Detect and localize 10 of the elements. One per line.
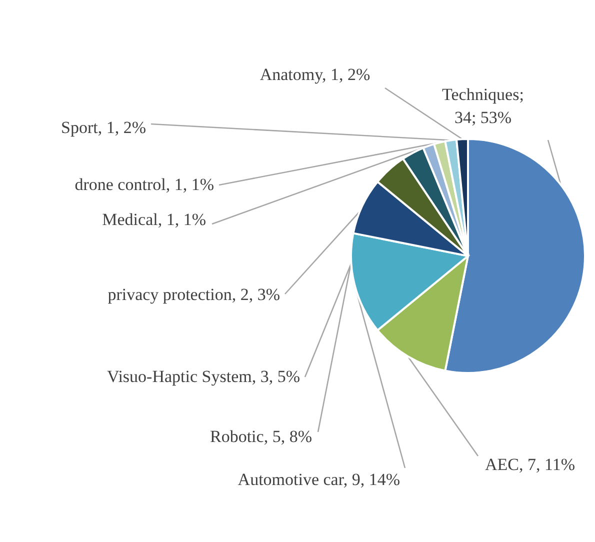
slice-label: drone control, 1, 1% — [74, 175, 214, 194]
slice-label: privacy protection, 2, 3% — [108, 285, 280, 304]
slice-label: AEC, 7, 11% — [484, 455, 576, 474]
slice-label: Robotic, 5, 8% — [210, 427, 312, 446]
slice-label: Medical, 1, 1% — [102, 210, 206, 229]
slice-label: Anatomy, 1, 2% — [260, 65, 370, 84]
slice-label: Sport, 1, 2% — [61, 118, 146, 137]
slice-label: Automotive car, 9, 14% — [238, 470, 400, 489]
slice-label: Techniques; 34; 53% — [442, 85, 524, 127]
slice-label: Visuo-Haptic System, 3, 5% — [106, 367, 300, 386]
